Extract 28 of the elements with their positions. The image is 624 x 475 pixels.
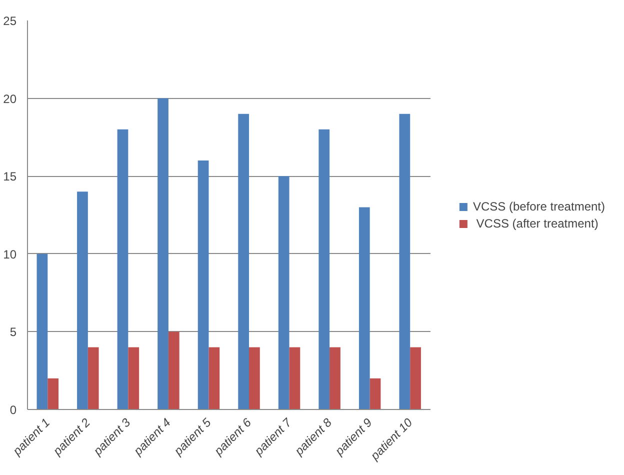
bar [370,378,381,410]
bar [158,98,168,410]
bar [117,129,128,410]
y-tick-label: 5 [10,325,17,340]
bar [399,114,410,410]
bar [128,347,140,410]
y-tick-label: 15 [3,170,17,184]
bar [249,347,260,410]
bar [289,347,300,410]
bar [208,347,220,410]
bar [330,347,340,410]
bar [318,129,330,410]
bar [238,114,250,410]
y-tick-label: 0 [10,403,17,417]
bar [77,192,88,410]
bar [198,160,209,410]
bar [410,347,421,410]
bar [168,332,180,410]
bar [358,207,370,410]
y-tick-label: 25 [3,14,17,28]
bar [36,254,48,410]
legend-label: VCSS (before treatment) [472,199,605,213]
y-tick-label: 10 [3,247,17,262]
bar [88,347,99,410]
legend-label: VCSS (after treatment) [475,216,598,230]
y-tick-label: 20 [3,92,17,106]
bar [278,176,290,410]
bar [48,378,59,410]
